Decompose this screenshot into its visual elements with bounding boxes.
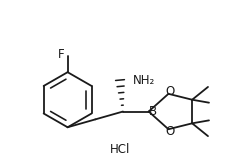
Text: HCl: HCl xyxy=(110,143,131,156)
Text: NH₂: NH₂ xyxy=(133,73,155,87)
Text: B: B xyxy=(148,105,157,118)
Text: F: F xyxy=(58,48,65,61)
Text: O: O xyxy=(166,125,175,138)
Text: O: O xyxy=(166,85,175,98)
